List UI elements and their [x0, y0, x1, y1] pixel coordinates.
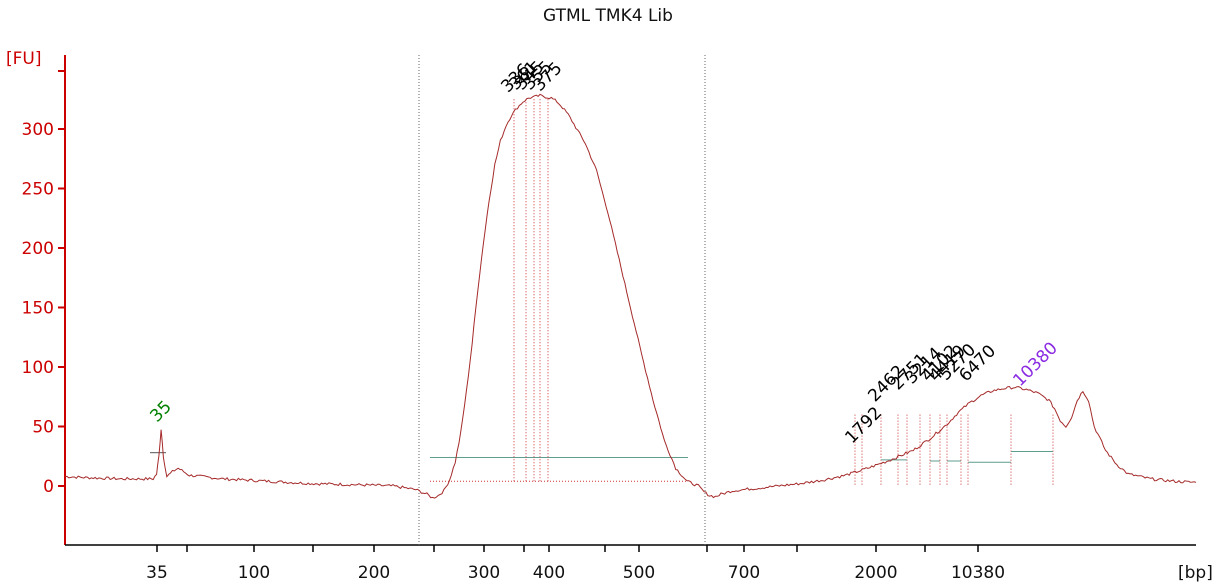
x-axis-label: [bp] [1178, 563, 1213, 583]
fu-trace-line [64, 93, 1197, 499]
chart-title: GTML TMK4 Lib [543, 6, 673, 26]
y-tick-label: 150 [22, 299, 54, 319]
x-tick-label: 300 [468, 563, 500, 583]
y-tick-label: 200 [22, 239, 54, 259]
x-tick-label: 10380 [951, 563, 1005, 583]
x-tick-label: 200 [358, 563, 390, 583]
peak-label: 1792 [841, 403, 886, 448]
y-tick-label: 100 [22, 358, 54, 378]
x-tick-label: 2000 [854, 563, 897, 583]
peak-label: 35 [146, 397, 175, 426]
y-axis-label: [FU] [6, 49, 42, 69]
y-tick-label: 50 [32, 418, 54, 438]
peak-labels: 3533636134535537517922462275132144102441… [146, 57, 1061, 448]
y-tick-label: 250 [22, 180, 54, 200]
y-tick-label: 0 [43, 477, 54, 497]
region-lines [150, 99, 1054, 486]
x-tick-label: 700 [728, 563, 760, 583]
x-tick-label: 500 [623, 563, 655, 583]
x-tick-label: 400 [533, 563, 565, 583]
peak-label: 10380 [1009, 338, 1061, 390]
data-trace [64, 93, 1197, 499]
x-tick-label: 35 [146, 563, 168, 583]
y-tick-label: 300 [22, 120, 54, 140]
x-tick-label: 100 [238, 563, 270, 583]
axes: 0 50 100 150 200 250 300 35 100 200 300 400 500 700 20… [22, 55, 1196, 583]
